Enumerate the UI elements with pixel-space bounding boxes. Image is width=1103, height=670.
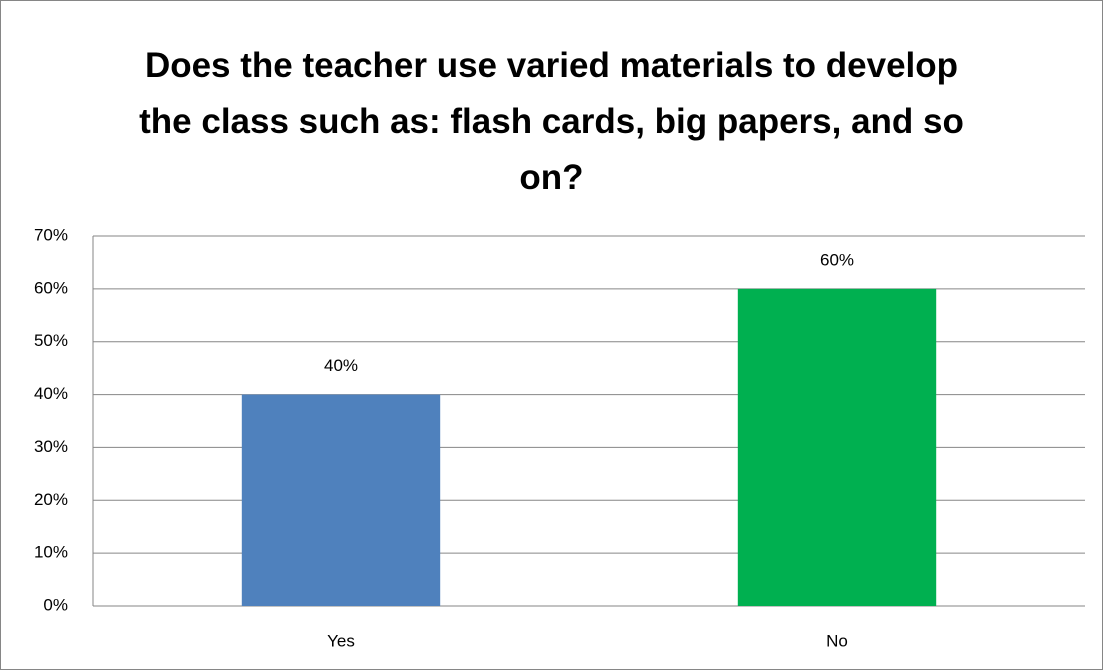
y-tick-label: 10% (34, 543, 68, 562)
bar (737, 288, 937, 606)
y-tick-label: 40% (34, 384, 68, 403)
chart-title: Does the teacher use varied materials to… (139, 46, 964, 197)
y-tick-label: 30% (34, 437, 68, 456)
y-tick-label: 20% (34, 490, 68, 509)
y-tick-label: 0% (43, 595, 68, 614)
x-tick-label: Yes (327, 631, 355, 650)
y-tick-label: 50% (34, 331, 68, 350)
data-label: 60% (820, 250, 854, 269)
x-tick-label: No (826, 631, 848, 650)
data-label: 40% (324, 356, 358, 375)
bar (241, 394, 441, 606)
y-tick-label: 60% (34, 278, 68, 297)
y-tick-label: 70% (34, 225, 68, 244)
